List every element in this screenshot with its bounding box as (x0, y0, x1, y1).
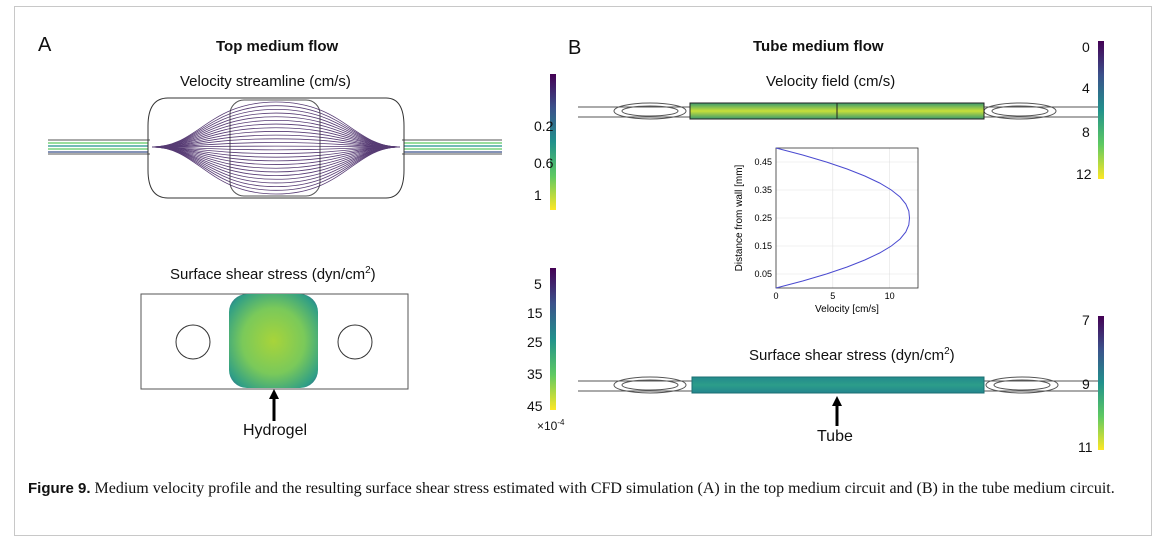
velocity-field-label: Velocity field (cm/s) (766, 73, 896, 90)
streamline-path (151, 146, 401, 158)
streamline-path (151, 123, 401, 148)
streamline-path (151, 146, 401, 184)
streamline-path (151, 112, 401, 148)
streamline-label: Velocity streamline (cm/s) (180, 73, 351, 90)
shear-b-tick-1: 9 (1082, 376, 1090, 392)
streamline-path (151, 146, 401, 154)
streamline-path (151, 127, 401, 148)
streamline-path (151, 105, 401, 148)
figure-frame (14, 6, 1152, 536)
shear-colorbar-a (550, 268, 556, 410)
streamline-path (151, 131, 401, 148)
streamline-path (151, 101, 401, 148)
caption-text: Medium velocity profile and the resultin… (90, 480, 1115, 497)
shear-b-tick-0: 7 (1082, 312, 1090, 328)
velocity-tick-3: 12 (1076, 166, 1092, 182)
panel-b-letter: B (568, 37, 582, 59)
streamline-path (151, 108, 401, 148)
streamline-path (151, 146, 401, 173)
shear-a-tick-1: 15 (527, 305, 543, 321)
shear-stress-diagram-b (578, 376, 1100, 394)
streamline-tick-0: 0.2 (534, 118, 554, 134)
streamline-path (151, 146, 401, 169)
velocity-tick-2: 8 (1082, 124, 1090, 140)
panel-a-title: Top medium flow (216, 38, 339, 55)
shear-a-tick-0: 5 (534, 276, 542, 292)
shear-a-tick-2: 25 (527, 334, 543, 350)
panel-a-letter: A (38, 34, 52, 56)
tube-arrow (832, 396, 842, 426)
velocity-field-diagram (578, 102, 1100, 120)
streamline-path (151, 145, 401, 148)
shear-stress-diagram-a (140, 293, 409, 390)
streamline-path (151, 119, 401, 148)
caption-label: Figure 9. (28, 480, 91, 497)
shear-a-multiplier: ×10-4 (537, 418, 565, 433)
streamline-path (151, 138, 401, 148)
chart-plot-area (775, 147, 919, 289)
x-tick-label: 5 (830, 291, 835, 301)
y-tick-label: 0.25 (754, 213, 772, 223)
panel-b-title: Tube medium flow (753, 38, 884, 55)
x-tick-label: 0 (773, 291, 778, 301)
streamline-path (151, 146, 401, 188)
y-tick-label: 0.05 (754, 269, 772, 279)
velocity-profile-line (775, 147, 911, 289)
velocity-streamline-diagram (48, 97, 502, 199)
velocity-colorbar (1098, 41, 1104, 179)
streamline-path (151, 142, 401, 148)
hydrogel-arrow (269, 389, 279, 421)
x-tick-label: 10 (885, 291, 895, 301)
streamline-tick-2: 1 (534, 187, 542, 203)
chart-ylabel: Distance from wall [mm] (734, 164, 745, 271)
hydrogel-label: Hydrogel (243, 422, 308, 439)
shear-label-b: Surface shear stress (dyn/cm2) (749, 346, 955, 364)
shear-a-tick-4: 45 (527, 398, 543, 414)
y-tick-label: 0.15 (754, 241, 772, 251)
streamline-colorbar (550, 74, 556, 210)
velocity-tick-0: 0 (1082, 39, 1090, 55)
velocity-profile-chart: 0 5 10 0.05 0.15 0.25 0.35 0.45 Velocity [cm/s]… (734, 147, 919, 315)
shear-a-tick-3: 35 (527, 366, 543, 382)
streamline-path (151, 116, 401, 148)
streamline-path (151, 146, 401, 162)
figure-caption: Figure 9. Medium velocity profile and th… (28, 478, 1138, 499)
streamline-path (151, 146, 401, 165)
streamline-path (151, 134, 401, 148)
streamline-path (151, 146, 401, 151)
streamline-tick-1: 0.6 (534, 155, 554, 171)
streamline-path (151, 146, 401, 180)
shear-b-tick-2: 11 (1078, 439, 1093, 455)
y-tick-label: 0.45 (754, 157, 772, 167)
velocity-tick-1: 4 (1082, 80, 1090, 96)
streamline-path (151, 146, 401, 177)
shear-label-a: Surface shear stress (dyn/cm2) (170, 265, 376, 283)
shear-colorbar-b (1098, 316, 1104, 450)
tube-label: Tube (817, 428, 853, 445)
streamline-path (151, 146, 401, 191)
streamline-path (151, 146, 401, 195)
y-tick-label: 0.35 (754, 185, 772, 195)
chart-xlabel: Velocity [cm/s] (815, 304, 879, 315)
